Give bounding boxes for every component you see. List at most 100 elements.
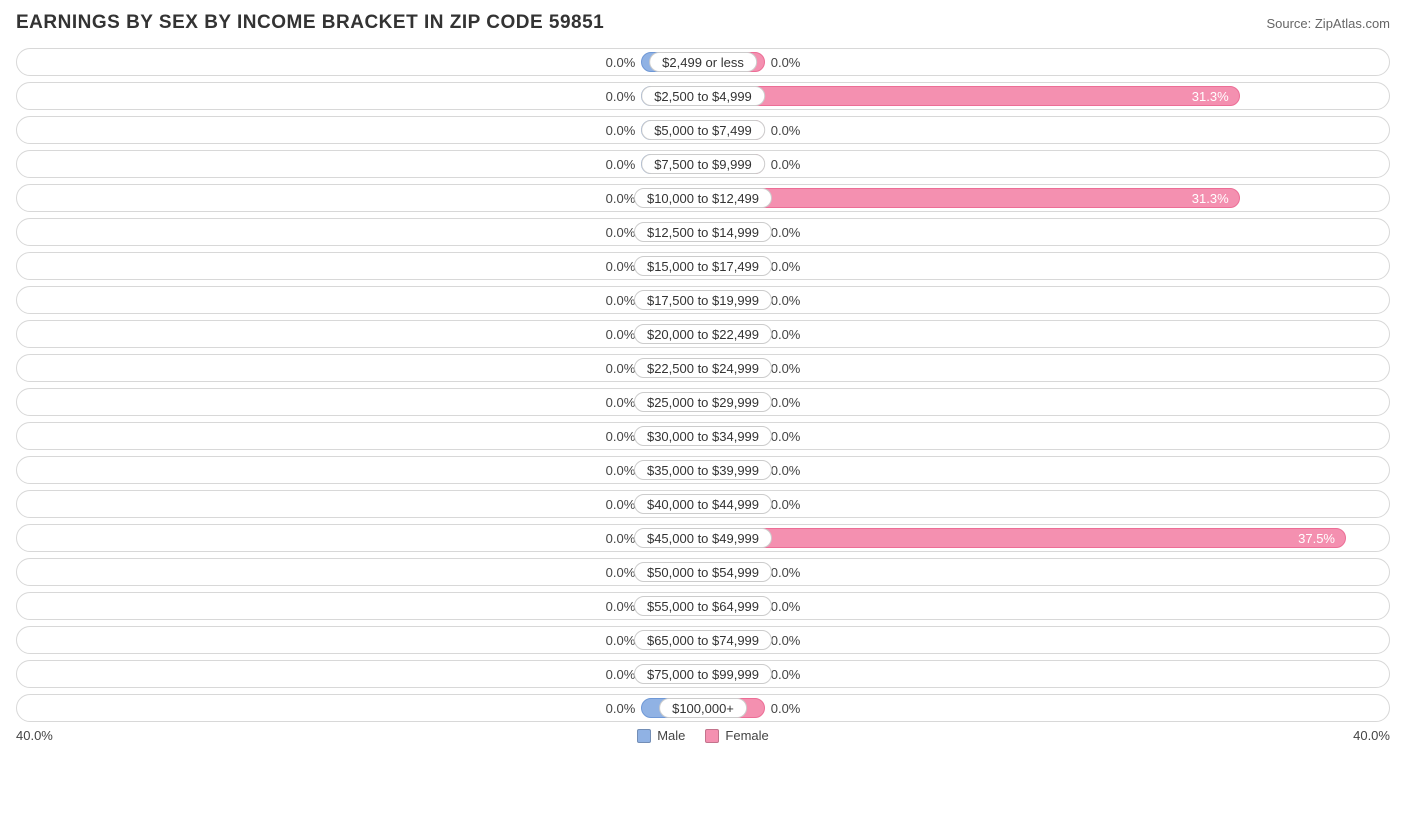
male-half: 0.0% (17, 151, 703, 177)
male-pct-label: 0.0% (606, 695, 636, 721)
male-pct-label: 0.0% (606, 219, 636, 245)
category-label: $2,500 to $4,999 (641, 86, 765, 106)
category-label: $17,500 to $19,999 (634, 290, 772, 310)
chart-row: 0.0%37.5%$45,000 to $49,999 (16, 524, 1390, 552)
female-pct-label: 0.0% (771, 117, 801, 143)
female-half: 0.0% (703, 287, 1389, 313)
female-bar (703, 528, 1346, 548)
category-label: $5,000 to $7,499 (641, 120, 765, 140)
female-pct-label: 0.0% (771, 49, 801, 75)
category-label: $100,000+ (659, 698, 747, 718)
female-half: 0.0% (703, 49, 1389, 75)
male-pct-label: 0.0% (606, 491, 636, 517)
chart-row: 0.0% 0.0%$40,000 to $44,999 (16, 490, 1390, 518)
female-pct-label: 31.3% (1192, 83, 1379, 109)
female-bar (703, 86, 1240, 106)
female-pct-label: 0.0% (771, 389, 801, 415)
female-pct-label: 0.0% (771, 627, 801, 653)
category-label: $7,500 to $9,999 (641, 154, 765, 174)
category-label: $45,000 to $49,999 (634, 528, 772, 548)
chart-row: 0.0% 0.0%$22,500 to $24,999 (16, 354, 1390, 382)
category-label: $25,000 to $29,999 (634, 392, 772, 412)
male-half: 0.0% (17, 49, 703, 75)
female-half: 0.0% (703, 355, 1389, 381)
female-bar (703, 188, 1240, 208)
male-pct-label: 0.0% (606, 457, 636, 483)
male-half: 0.0% (17, 593, 703, 619)
chart-row: 0.0% 0.0%$15,000 to $17,499 (16, 252, 1390, 280)
male-half: 0.0% (17, 117, 703, 143)
male-pct-label: 0.0% (606, 287, 636, 313)
female-half: 0.0% (703, 423, 1389, 449)
chart-row: 0.0% 31.3% $2,500 to $4,999 (16, 82, 1390, 110)
legend-male-label: Male (657, 728, 685, 743)
male-half: 0.0% (17, 287, 703, 313)
male-half: 0.0% (17, 423, 703, 449)
category-label: $40,000 to $44,999 (634, 494, 772, 514)
chart-row: 0.0%0.0%$7,500 to $9,999 (16, 150, 1390, 178)
female-pct-label: 0.0% (771, 219, 801, 245)
chart-row: 0.0% 0.0%$30,000 to $34,999 (16, 422, 1390, 450)
male-pct-label: 0.0% (606, 253, 636, 279)
category-label: $2,499 or less (649, 52, 757, 72)
male-half: 0.0% (17, 83, 703, 109)
chart-row: 0.0%0.0%$25,000 to $29,999 (16, 388, 1390, 416)
legend: Male Female (637, 728, 769, 743)
chart-footer: 40.0% Male Female 40.0% (16, 728, 1390, 743)
chart-row: 0.0% 0.0%$12,500 to $14,999 (16, 218, 1390, 246)
male-pct-label: 0.0% (606, 49, 636, 75)
male-pct-label: 0.0% (606, 151, 636, 177)
chart-row: 0.0%0.0%$5,000 to $7,499 (16, 116, 1390, 144)
female-pct-label: 0.0% (771, 253, 801, 279)
chart-row: 0.0%0.0%$20,000 to $22,499 (16, 320, 1390, 348)
female-pct-label: 31.3% (1192, 185, 1379, 211)
male-swatch (637, 729, 651, 743)
category-label: $65,000 to $74,999 (634, 630, 772, 650)
female-half: 0.0% (703, 695, 1389, 721)
chart-source: Source: ZipAtlas.com (1266, 16, 1390, 31)
female-half: 0.0% (703, 559, 1389, 585)
female-pct-label: 0.0% (771, 457, 801, 483)
female-pct-label: 0.0% (771, 559, 801, 585)
chart-row: 0.0% 0.0%$35,000 to $39,999 (16, 456, 1390, 484)
chart-row: 0.0% 0.0%$17,500 to $19,999 (16, 286, 1390, 314)
chart-area: 0.0% 0.0% $2,499 or less 0.0% 31.3% $2,500 to… (16, 48, 1390, 722)
chart-row: 0.0%0.0%$55,000 to $64,999 (16, 592, 1390, 620)
female-pct-label: 0.0% (771, 661, 801, 687)
category-label: $20,000 to $22,499 (634, 324, 772, 344)
male-half: 0.0% (17, 491, 703, 517)
legend-item-female: Female (705, 728, 768, 743)
male-pct-label: 0.0% (606, 525, 636, 551)
female-half: 31.3% (703, 185, 1389, 211)
male-pct-label: 0.0% (606, 117, 636, 143)
female-half: 0.0% (703, 389, 1389, 415)
chart-row: 0.0%0.0%$50,000 to $54,999 (16, 558, 1390, 586)
female-pct-label: 0.0% (771, 695, 801, 721)
female-pct-label: 0.0% (771, 287, 801, 313)
female-pct-label: 0.0% (771, 423, 801, 449)
female-half: 0.0% (703, 661, 1389, 687)
female-half: 0.0% (703, 593, 1389, 619)
female-half: 0.0% (703, 117, 1389, 143)
male-pct-label: 0.0% (606, 627, 636, 653)
legend-female-label: Female (725, 728, 768, 743)
male-half: 0.0% (17, 185, 703, 211)
category-label: $12,500 to $14,999 (634, 222, 772, 242)
category-label: $22,500 to $24,999 (634, 358, 772, 378)
female-half: 0.0% (703, 491, 1389, 517)
category-label: $35,000 to $39,999 (634, 460, 772, 480)
category-label: $30,000 to $34,999 (634, 426, 772, 446)
chart-row: 0.0% 0.0% $100,000+ (16, 694, 1390, 722)
female-pct-label: 0.0% (771, 593, 801, 619)
chart-row: 0.0% 0.0%$65,000 to $74,999 (16, 626, 1390, 654)
chart-row: 0.0%0.0%$75,000 to $99,999 (16, 660, 1390, 688)
female-half: 0.0% (703, 253, 1389, 279)
category-label: $15,000 to $17,499 (634, 256, 772, 276)
male-half: 0.0% (17, 661, 703, 687)
female-pct-label: 0.0% (771, 491, 801, 517)
female-half: 0.0% (703, 627, 1389, 653)
male-pct-label: 0.0% (606, 355, 636, 381)
male-half: 0.0% (17, 627, 703, 653)
female-half: 0.0% (703, 457, 1389, 483)
male-half: 0.0% (17, 355, 703, 381)
